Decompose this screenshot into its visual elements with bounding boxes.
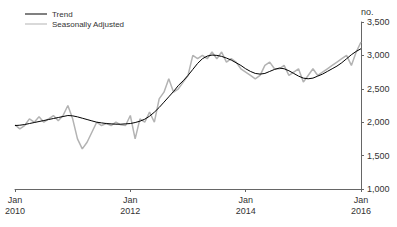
svg-text:Jan: Jan bbox=[354, 195, 369, 205]
svg-text:2010: 2010 bbox=[5, 206, 25, 216]
svg-text:3,000: 3,000 bbox=[367, 50, 390, 60]
svg-text:1,500: 1,500 bbox=[367, 151, 390, 161]
svg-text:2,000: 2,000 bbox=[367, 117, 390, 127]
svg-text:Jan: Jan bbox=[8, 195, 23, 205]
svg-text:Jan: Jan bbox=[123, 195, 138, 205]
svg-text:1,000: 1,000 bbox=[367, 184, 390, 194]
svg-text:2,500: 2,500 bbox=[367, 84, 390, 94]
svg-text:no.: no. bbox=[361, 7, 374, 17]
svg-text:Jan: Jan bbox=[238, 195, 253, 205]
svg-text:2016: 2016 bbox=[351, 206, 371, 216]
svg-text:Trend: Trend bbox=[52, 10, 73, 19]
svg-text:3,500: 3,500 bbox=[367, 17, 390, 27]
svg-text:Seasonally Adjusted: Seasonally Adjusted bbox=[52, 20, 124, 29]
svg-text:2014: 2014 bbox=[236, 206, 256, 216]
svg-text:2012: 2012 bbox=[120, 206, 140, 216]
